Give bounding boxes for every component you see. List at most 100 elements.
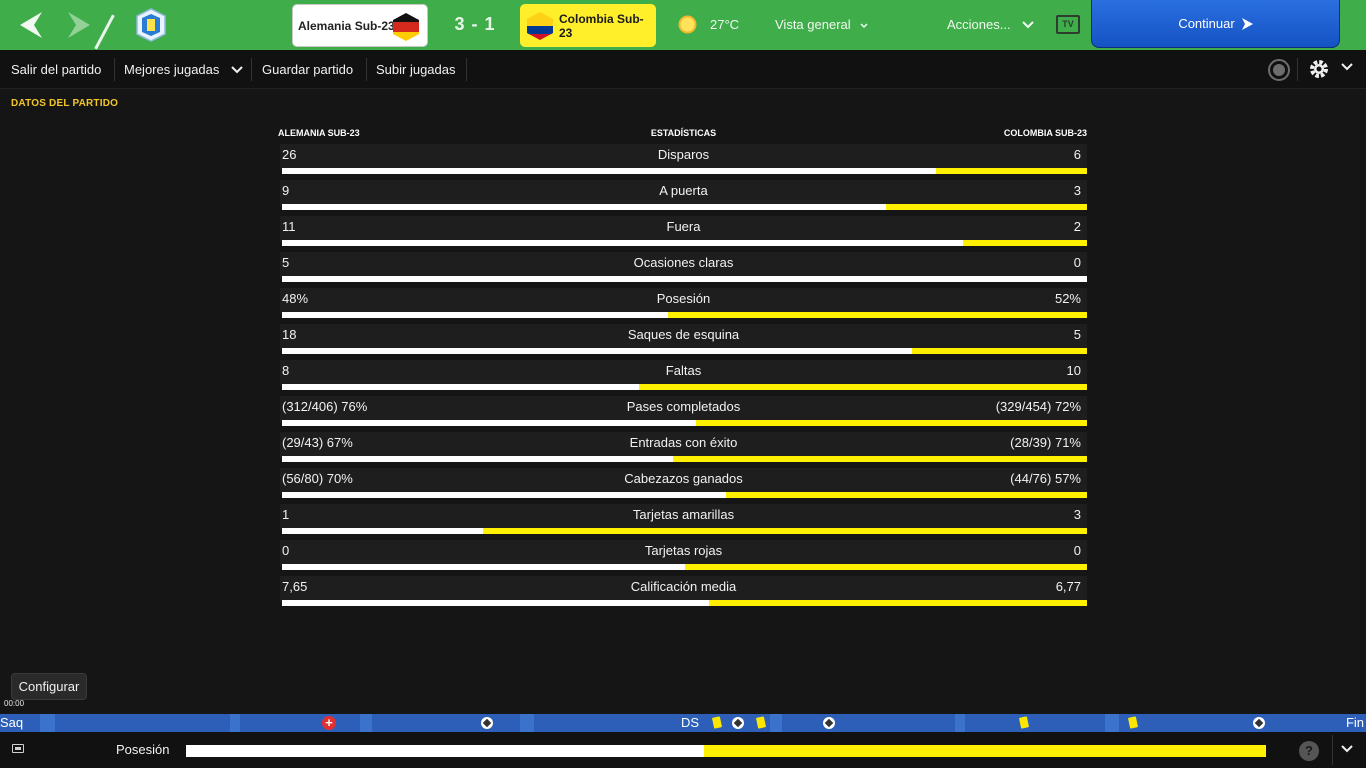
stat-row: (29/43) 67% Entradas con éxito (28/39) 71% [278, 428, 1089, 464]
stat-home-value: 18 [282, 327, 297, 342]
stat-away-value: (329/454) 72% [995, 399, 1081, 414]
stat-home-value: (29/43) 67% [282, 435, 353, 450]
goal-icon[interactable] [1253, 717, 1265, 729]
injury-icon[interactable]: + [322, 716, 336, 730]
toolbar-separator [366, 58, 367, 81]
match-score: 3 - 1 [454, 14, 496, 34]
stat-label: Cabezazos ganados [624, 471, 743, 486]
match-timeline[interactable]: Saq + DS Fin [0, 714, 1366, 732]
timeline-segment [230, 714, 240, 732]
stat-label: Fuera [666, 219, 701, 234]
continue-button-label: Continuar [1178, 16, 1235, 31]
tv-icon[interactable]: TV [1056, 15, 1080, 34]
stat-home-value: (56/80) 70% [282, 471, 353, 486]
yellow-card-icon[interactable] [1018, 716, 1030, 729]
home-team-box[interactable]: Alemania Sub-23 [292, 4, 428, 47]
match-stats-table: ALEMANIA SUB-23 ESTADÍSTICAS COLOMBIA SU… [278, 126, 1089, 608]
save-match-button[interactable]: Guardar partido [262, 62, 354, 77]
yellow-card-icon[interactable] [1127, 716, 1139, 729]
stat-away-value: 52% [1054, 291, 1081, 306]
club-badge-icon[interactable] [134, 8, 168, 42]
home-team-name: Alemania Sub-23 [298, 18, 395, 33]
stat-comparison-bar [282, 276, 1087, 282]
stat-row: 8 Faltas 10 [278, 356, 1089, 392]
stat-comparison-bar [282, 240, 1087, 246]
chevron-down-icon[interactable] [1341, 63, 1353, 71]
yellow-card-icon[interactable] [755, 716, 767, 729]
stat-home-value: 11 [282, 219, 296, 234]
stat-away-value: 3 [1073, 183, 1081, 198]
stat-bar-home-fill [282, 240, 964, 246]
timeline-segment [360, 714, 372, 732]
stat-row-background [280, 360, 1087, 386]
stat-row: 26 Disparos 6 [278, 140, 1089, 176]
stats-header: ALEMANIA SUB-23 ESTADÍSTICAS COLOMBIA SU… [278, 126, 1089, 140]
stat-home-value: (312/406) 76% [282, 399, 368, 414]
stat-bar-home-fill [282, 456, 674, 462]
actions-menu-label: Acciones... [947, 17, 1011, 32]
stat-bar-home-fill [282, 492, 726, 498]
upload-highlights-button[interactable]: Subir jugadas [376, 62, 456, 77]
timeline-segment [40, 714, 55, 732]
stat-away-value: (44/76) 57% [1010, 471, 1081, 486]
goal-icon[interactable] [732, 717, 744, 729]
stat-label: Disparos [657, 147, 710, 162]
highlights-menu[interactable]: Mejores jugadas [124, 50, 243, 89]
goal-icon[interactable] [823, 717, 835, 729]
stat-row-background [280, 576, 1087, 602]
germany-flag-icon [393, 13, 419, 41]
exit-match-button[interactable]: Salir del partido [11, 62, 102, 77]
stat-row-background [280, 396, 1087, 422]
forward-arrow-icon[interactable] [62, 8, 96, 42]
stat-label: Faltas [665, 363, 702, 378]
away-team-name: Colombia Sub-23 [559, 11, 644, 40]
away-team-box[interactable]: Colombia Sub-23 [520, 4, 656, 47]
stat-home-value: 7,65 [282, 579, 308, 594]
continue-button[interactable]: Continuar [1091, 0, 1340, 48]
stat-label: Pases completados [626, 399, 741, 414]
timeline-halftime-label: DS [681, 715, 700, 730]
goal-icon[interactable] [481, 717, 493, 729]
chevron-down-icon [1022, 21, 1034, 29]
record-icon[interactable] [1268, 59, 1290, 81]
stat-row: (56/80) 70% Cabezazos ganados (44/76) 57% [278, 464, 1089, 500]
stat-comparison-bar [282, 168, 1087, 174]
actions-menu[interactable]: Acciones... [947, 17, 1034, 32]
section-title: DATOS DEL PARTIDO [11, 98, 119, 109]
stat-bar-home-fill [282, 600, 709, 606]
stat-row-background [280, 540, 1087, 566]
stat-away-value: 10 [1066, 363, 1081, 378]
view-selector[interactable]: Vista general [775, 17, 868, 32]
configure-button[interactable]: Configurar [11, 673, 87, 700]
stat-bar-home-fill [282, 276, 1087, 282]
stat-home-value: 1 [282, 507, 290, 522]
possession-bar [186, 745, 1266, 757]
colombia-flag-icon [527, 12, 553, 40]
match-toolbar: Salir del partido Mejores jugadas Guarda… [0, 50, 1366, 89]
stat-label: A puerta [659, 183, 708, 198]
stat-comparison-bar [282, 348, 1087, 354]
stat-row: 7,65 Calificación media 6,77 [278, 572, 1089, 608]
scoreboard-icon[interactable] [12, 744, 24, 753]
stat-row: 11 Fuera 2 [278, 212, 1089, 248]
stat-row-background [280, 468, 1087, 494]
timeline-end-label: Fin [1345, 715, 1364, 730]
stat-bar-home-fill [282, 348, 913, 354]
chevron-down-icon[interactable] [1341, 745, 1353, 753]
help-icon[interactable]: ? [1299, 741, 1319, 761]
stat-bar-home-fill [282, 420, 696, 426]
view-selector-label: Vista general [775, 17, 851, 32]
yellow-card-icon[interactable] [711, 716, 723, 729]
divider [94, 14, 115, 50]
back-arrow-icon[interactable] [14, 8, 48, 42]
gear-icon[interactable] [1308, 58, 1330, 80]
match-clock: 00:00 [4, 699, 25, 708]
timeline-kickoff-label: Saq [0, 715, 24, 730]
stat-label: Ocasiones claras [633, 255, 734, 270]
stat-comparison-bar [282, 492, 1087, 498]
timeline-segment [955, 714, 965, 732]
stat-row: (312/406) 76% Pases completados (329/454) … [278, 392, 1089, 428]
stat-bar-home-fill [282, 312, 669, 318]
stat-bar-home-fill [282, 564, 685, 570]
stat-label: Tarjetas rojas [644, 543, 723, 558]
